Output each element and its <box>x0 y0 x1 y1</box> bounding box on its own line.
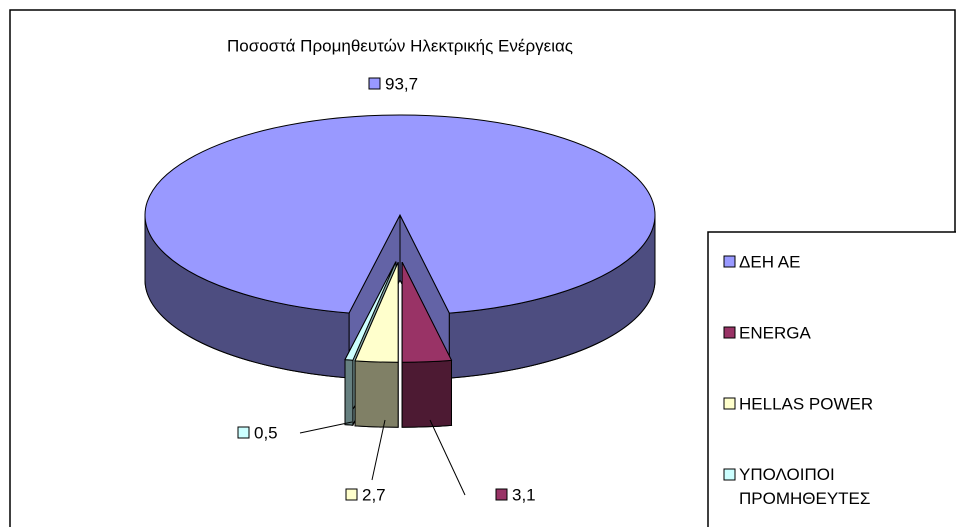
legend-label-line: ΠΡΟΜΗΘΕΥΤΕΣ <box>739 489 870 508</box>
legend-label: ΥΠΟΛΟΙΠΟΙ ΠΡΟΜΗΘΕΥΤΕΣ <box>739 465 870 508</box>
legend-label: ENERGA <box>739 323 811 342</box>
legend-swatch <box>723 326 736 339</box>
legend-swatch <box>723 468 736 481</box>
legend-label: HELLAS POWER <box>739 394 873 413</box>
legend-label-line: ΥΠΟΛΟΙΠΟΙ <box>739 465 835 484</box>
data-label: 0,5 <box>254 423 278 442</box>
leader-line <box>371 419 386 481</box>
slice-top <box>144 114 656 314</box>
slice-wall <box>401 359 452 428</box>
slice-top <box>354 262 399 363</box>
legend-swatch <box>723 255 736 268</box>
data-label: 93,7 <box>385 74 418 93</box>
data-label: 2,7 <box>362 485 386 504</box>
leader-line <box>299 421 353 434</box>
slice-wall <box>344 359 354 426</box>
data-label-swatch <box>495 488 508 501</box>
slice-top <box>401 262 453 363</box>
slice-top <box>344 261 397 361</box>
data-label-swatch <box>237 426 250 439</box>
chart-title: Ποσοστά Προμηθευτών Ηλεκτρικής Ενέργειας <box>227 36 573 55</box>
leader-line <box>429 419 466 496</box>
slice-wall <box>354 360 399 428</box>
legend-box <box>707 231 956 527</box>
data-label: 3,1 <box>512 485 536 504</box>
legend-swatch <box>723 397 736 410</box>
data-label-swatch <box>368 77 381 90</box>
legend-label: ΔΕΗ ΑΕ <box>739 252 800 271</box>
data-label-swatch <box>345 488 358 501</box>
